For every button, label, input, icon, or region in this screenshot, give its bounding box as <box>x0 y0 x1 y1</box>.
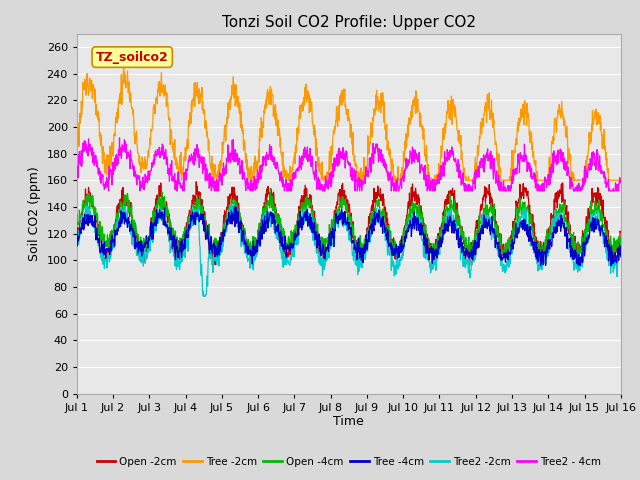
Text: TZ_soilco2: TZ_soilco2 <box>96 50 168 63</box>
Title: Tonzi Soil CO2 Profile: Upper CO2: Tonzi Soil CO2 Profile: Upper CO2 <box>222 15 476 30</box>
Legend: Open -2cm, Tree -2cm, Open -4cm, Tree -4cm, Tree2 -2cm, Tree2 - 4cm: Open -2cm, Tree -2cm, Open -4cm, Tree -4… <box>92 453 605 471</box>
Y-axis label: Soil CO2 (ppm): Soil CO2 (ppm) <box>28 166 41 261</box>
X-axis label: Time: Time <box>333 415 364 429</box>
